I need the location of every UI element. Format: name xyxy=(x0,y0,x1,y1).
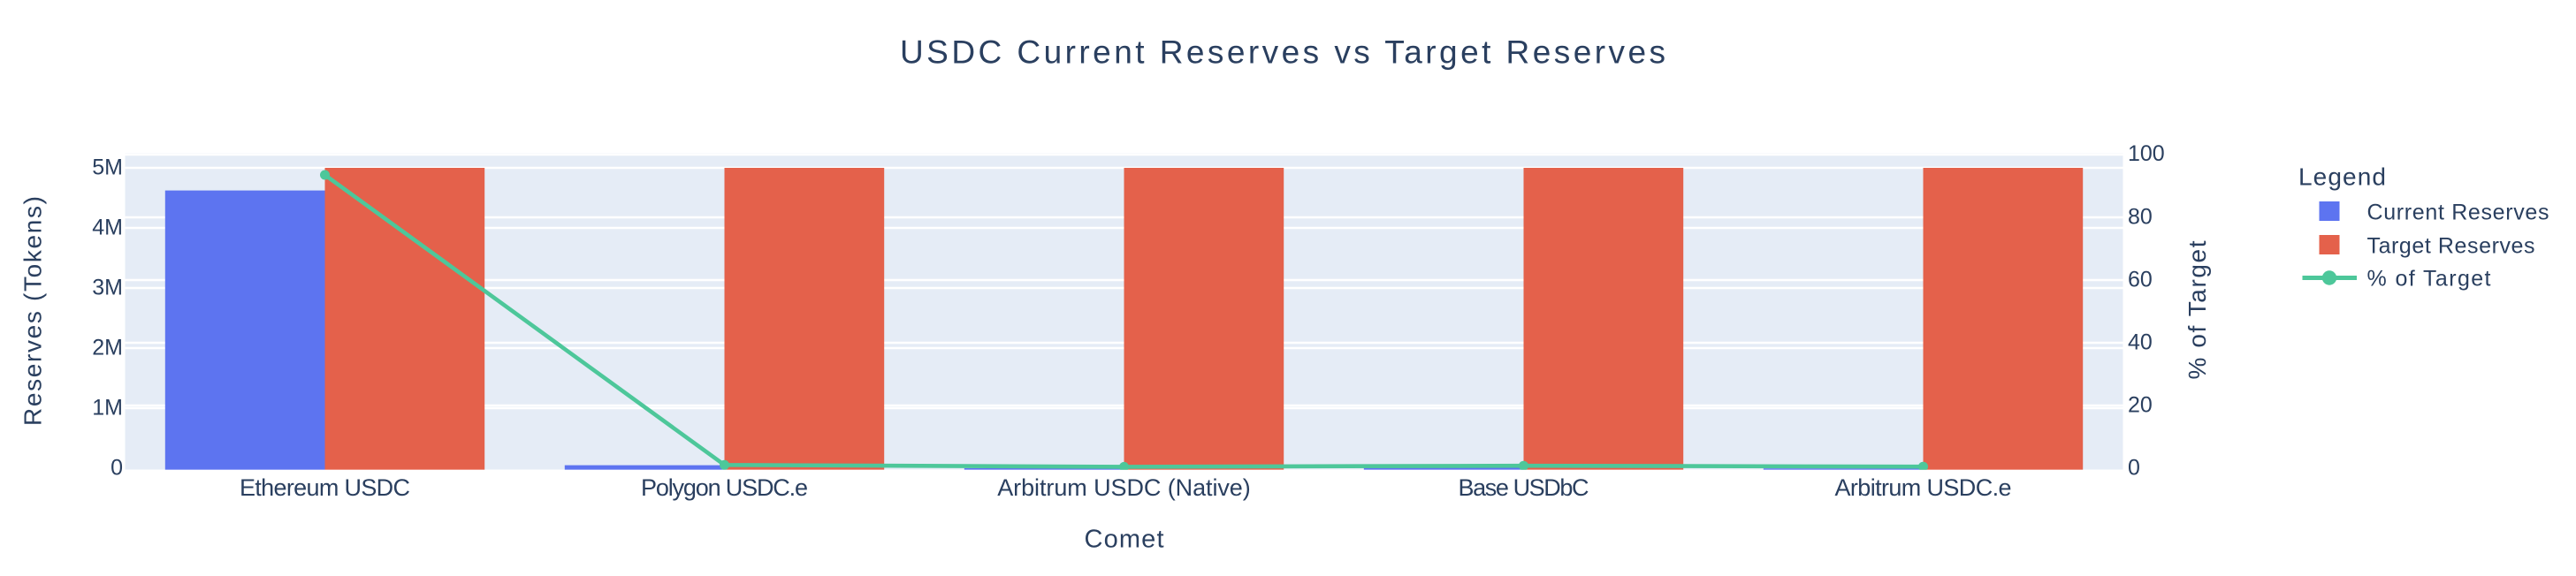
svg-text:Polygon USDC.e: Polygon USDC.e xyxy=(641,474,808,501)
svg-text:Arbitrum USDC (Native): Arbitrum USDC (Native) xyxy=(997,474,1251,501)
svg-text:% of Target: % of Target xyxy=(2184,240,2211,379)
svg-text:0: 0 xyxy=(2128,455,2140,480)
svg-text:80: 80 xyxy=(2128,204,2153,229)
svg-text:100: 100 xyxy=(2128,141,2165,166)
svg-text:Ethereum USDC: Ethereum USDC xyxy=(240,474,410,501)
svg-text:4M: 4M xyxy=(92,216,123,240)
svg-text:Current Reserves: Current Reserves xyxy=(2367,201,2549,225)
svg-text:0: 0 xyxy=(111,456,123,481)
svg-text:Arbitrum USDC.e: Arbitrum USDC.e xyxy=(1835,474,2012,501)
svg-text:5M: 5M xyxy=(92,155,123,180)
svg-text:3M: 3M xyxy=(92,276,123,300)
svg-text:% of Target: % of Target xyxy=(2367,267,2491,292)
svg-text:Legend: Legend xyxy=(2298,163,2386,191)
svg-text:2M: 2M xyxy=(92,336,123,360)
svg-text:20: 20 xyxy=(2128,392,2153,417)
svg-text:40: 40 xyxy=(2128,330,2153,354)
svg-text:USDC Current Reserves vs Targe: USDC Current Reserves vs Target Reserves xyxy=(900,34,1665,71)
svg-text:Target Reserves: Target Reserves xyxy=(2367,234,2535,259)
svg-text:Comet: Comet xyxy=(1085,526,1164,554)
svg-text:Base USDbC: Base USDbC xyxy=(1459,474,1589,501)
svg-text:1M: 1M xyxy=(92,396,123,421)
svg-text:60: 60 xyxy=(2128,267,2153,292)
